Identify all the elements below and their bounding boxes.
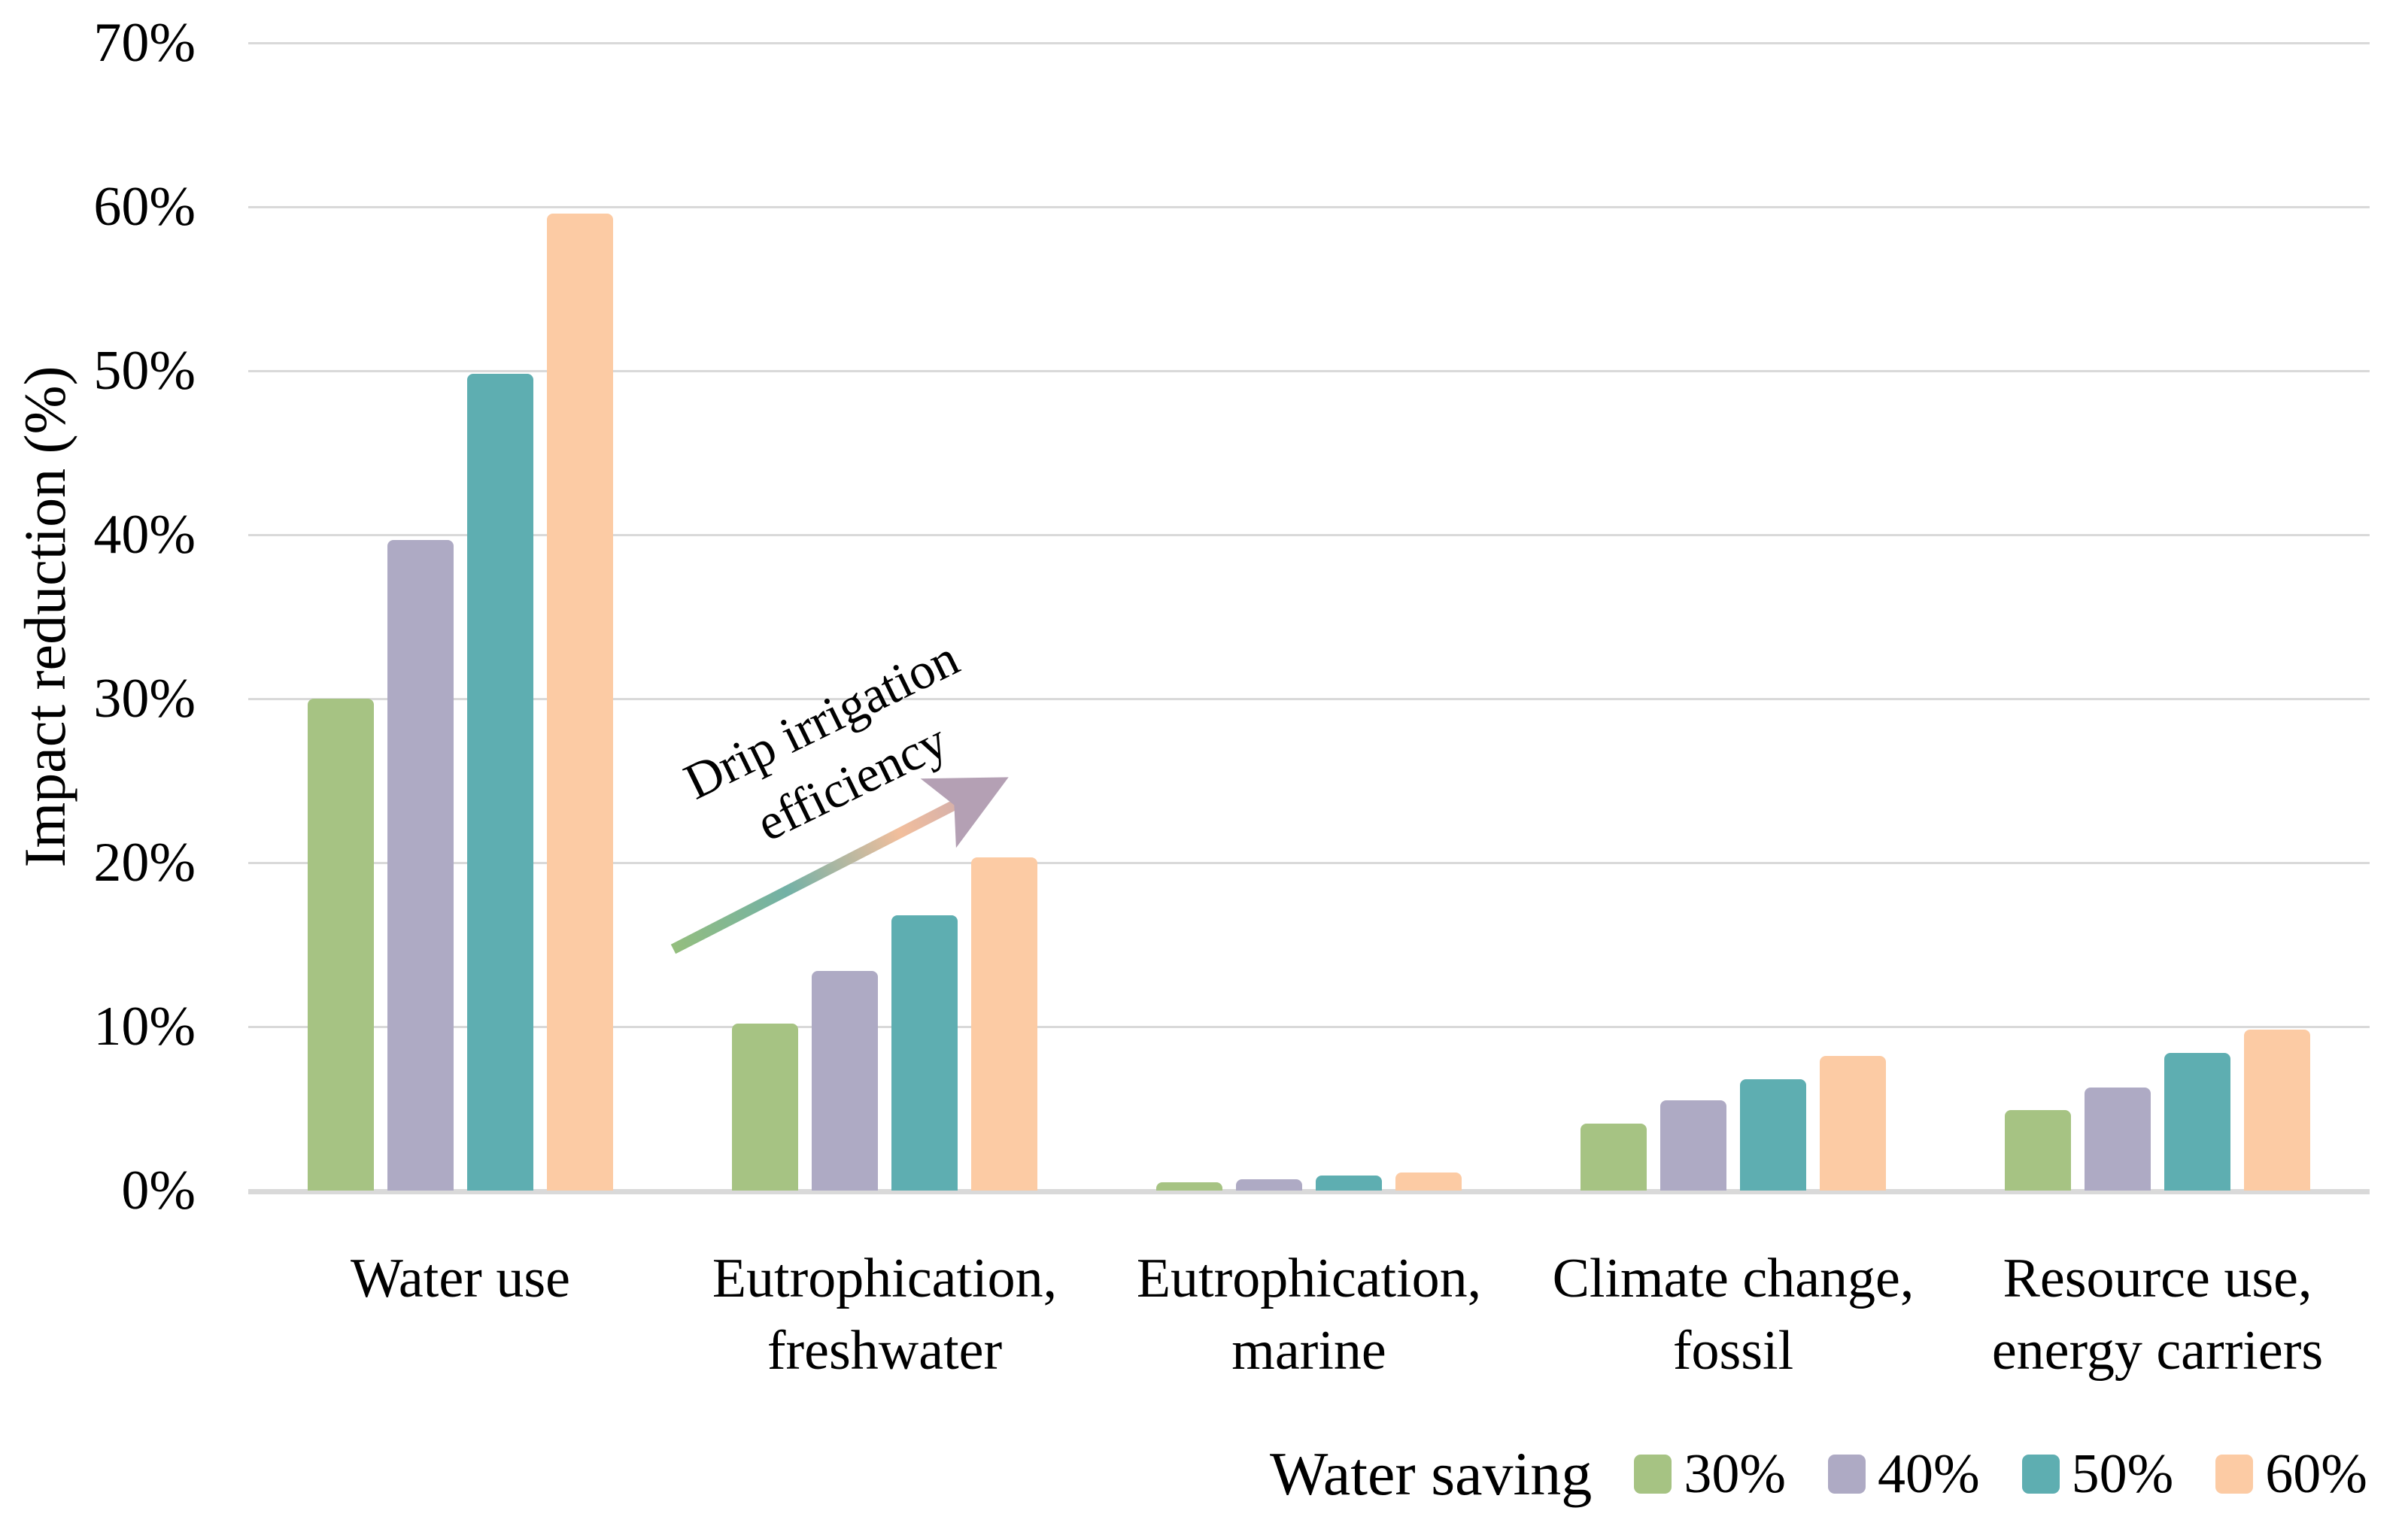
legend-label: 60% — [2265, 1443, 2367, 1505]
legend-item-30: 30% — [1634, 1446, 1786, 1502]
bar-50%-water-use — [467, 374, 533, 1191]
bar-50%-eutrophication-marine — [1316, 1176, 1382, 1191]
y-tick-label: 0% — [121, 1160, 196, 1221]
bar-50%-resource-use-energy-carriers — [2164, 1052, 2230, 1191]
legend-item-60: 60% — [2215, 1446, 2367, 1502]
bar-60%-eutrophication-freshwater — [971, 857, 1037, 1191]
gridline — [248, 697, 2370, 700]
category-label: Eutrophication, freshwater — [614, 1242, 1155, 1387]
gridline — [248, 205, 2370, 208]
category-label: Climate change, fossil — [1462, 1242, 2004, 1387]
x-axis-line — [248, 1189, 2370, 1194]
y-tick-label: 40% — [93, 504, 196, 566]
category-label-line: marine — [1231, 1320, 1386, 1382]
plot-area — [248, 41, 2370, 1194]
category-label-line: Eutrophication, — [1136, 1248, 1482, 1309]
bar-40%-climate-change-fossil — [1660, 1100, 1726, 1191]
category-label: Resource use, energy carriers — [1887, 1242, 2408, 1387]
bar-30%-water-use — [308, 699, 374, 1191]
category-label: Eutrophication, marine — [1038, 1242, 1580, 1387]
bar-30%-eutrophication-marine — [1156, 1182, 1222, 1191]
category-label-line: Climate change, — [1552, 1248, 1915, 1309]
bar-group — [1581, 1056, 1886, 1191]
y-tick-label: 10% — [93, 996, 196, 1057]
category-label-line: freshwater — [767, 1320, 1003, 1382]
bar-60%-eutrophication-marine — [1395, 1173, 1462, 1191]
gridline — [248, 533, 2370, 536]
y-tick-label: 70% — [93, 12, 196, 74]
legend-item-40: 40% — [1827, 1443, 1980, 1505]
category-label-line: Resource use, — [2003, 1248, 2312, 1309]
bar-50%-climate-change-fossil — [1740, 1078, 1806, 1191]
category-label-line: energy carriers — [1991, 1320, 2324, 1382]
category-label-line: Water use — [351, 1248, 570, 1309]
bar-40%-water-use — [387, 539, 454, 1191]
bar-group — [1156, 1173, 1462, 1191]
gridline — [248, 41, 2370, 44]
gridline — [248, 861, 2370, 864]
category-label: Water use — [190, 1242, 731, 1315]
bar-60%-resource-use-energy-carriers — [2244, 1030, 2310, 1191]
bar-group — [2005, 1030, 2310, 1191]
y-tick-label: 30% — [93, 668, 196, 730]
legend-item-50: 50% — [2021, 1443, 2174, 1505]
bar-60%-water-use — [547, 213, 613, 1191]
bar-40%-eutrophication-marine — [1236, 1179, 1302, 1191]
legend-swatch-icon — [2021, 1455, 2060, 1494]
legend-swatch-icon — [1634, 1455, 1672, 1494]
bar-30%-climate-change-fossil — [1581, 1123, 1647, 1191]
bar-group — [308, 213, 613, 1191]
legend-swatch-icon — [1827, 1455, 1866, 1494]
category-label-line: Eutrophication, — [712, 1248, 1058, 1309]
legend-label: 50% — [2071, 1443, 2174, 1505]
legend-title: Water saving — [1270, 1440, 1593, 1508]
y-tick-label: 60% — [93, 176, 196, 238]
bar-30%-eutrophication-freshwater — [732, 1023, 798, 1191]
bar-40%-resource-use-energy-carriers — [2085, 1087, 2151, 1191]
gridline — [248, 369, 2370, 372]
bar-group — [732, 857, 1037, 1191]
bar-50%-eutrophication-freshwater — [891, 915, 958, 1191]
bar-30%-resource-use-energy-carriers — [2005, 1110, 2071, 1191]
category-label-line: fossil — [1672, 1320, 1794, 1382]
y-axis-title: Impact reduction (%) — [12, 366, 77, 868]
bar-60%-climate-change-fossil — [1820, 1056, 1886, 1191]
y-tick-label: 20% — [93, 832, 196, 893]
legend: Water saving 30% 40% 50% 60% — [1270, 1430, 2367, 1518]
legend-label: 40% — [1877, 1443, 1980, 1505]
legend-label: 30% — [1684, 1443, 1786, 1505]
bar-40%-eutrophication-freshwater — [812, 970, 878, 1191]
y-tick-label: 50% — [93, 340, 196, 402]
legend-swatch-icon — [2215, 1455, 2254, 1494]
gridline — [248, 1025, 2370, 1028]
